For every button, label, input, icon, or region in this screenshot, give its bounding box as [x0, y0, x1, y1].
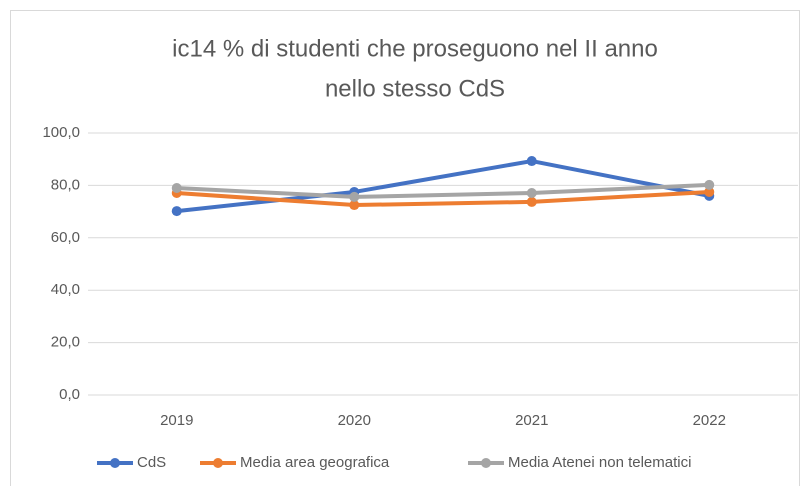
series-line [176, 189, 710, 208]
x-tick-label: 2021 [515, 412, 548, 429]
chart-frame [10, 10, 800, 486]
data-point [704, 186, 715, 197]
legend-label: CdS [137, 454, 166, 471]
y-tick-label: 80,0 [51, 176, 80, 193]
x-tick-label: 2020 [338, 412, 371, 429]
data-point [704, 179, 715, 190]
x-tick-label: 2019 [160, 412, 193, 429]
chart-title: ic14 % di studenti che proseguono nel II… [172, 35, 658, 62]
y-tick-label: 40,0 [51, 281, 80, 298]
legend-label: Media Atenei non telematici [508, 454, 691, 471]
data-point [526, 196, 537, 207]
y-tick-label: 100,0 [42, 124, 80, 141]
data-point [349, 200, 360, 211]
legend-swatch-marker [213, 458, 223, 468]
x-tick-label: 2022 [693, 412, 726, 429]
series-line [176, 159, 710, 214]
chart-title: nello stesso CdS [325, 75, 505, 102]
y-tick-label: 60,0 [51, 229, 80, 246]
data-point [171, 183, 182, 194]
legend-label: Media area geografica [240, 454, 390, 471]
data-point [526, 187, 537, 198]
data-point [171, 206, 182, 217]
legend-swatch-marker [481, 458, 491, 468]
y-tick-label: 0,0 [59, 386, 80, 403]
data-point [349, 191, 360, 202]
legend-swatch-marker [110, 458, 120, 468]
y-tick-label: 20,0 [51, 334, 80, 351]
data-point [526, 156, 537, 167]
series-line [176, 182, 710, 199]
